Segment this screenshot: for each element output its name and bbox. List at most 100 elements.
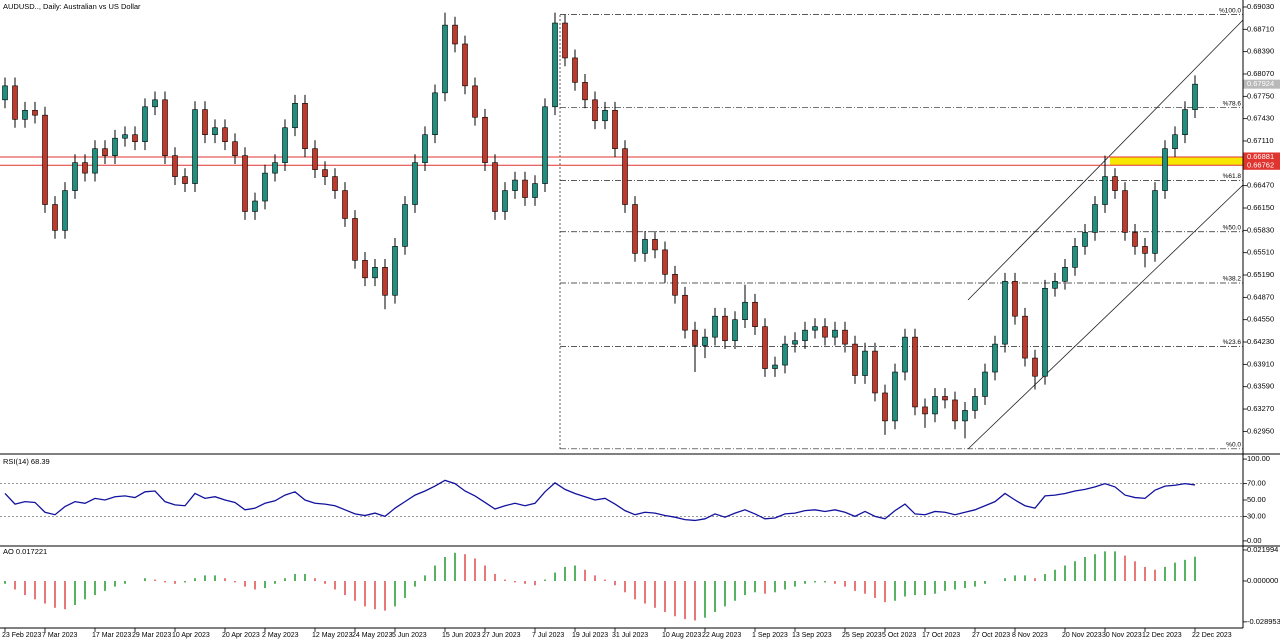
y-tick-label: 70.00 <box>1247 479 1266 488</box>
y-tick-label: 0.000000 <box>1247 576 1278 585</box>
x-tick-label: 24 May 2023 <box>352 632 393 639</box>
y-tick-label: 0.00 <box>1247 536 1262 545</box>
candle-body <box>662 249 668 275</box>
level-label: 0.66881 <box>1247 152 1274 161</box>
candle-body <box>2 85 8 101</box>
candle-body <box>902 336 908 373</box>
candle-body <box>232 141 238 156</box>
candle-body <box>412 162 418 205</box>
candle-body <box>1042 287 1048 377</box>
candle-body <box>882 392 888 422</box>
candle-body <box>562 22 568 59</box>
candle-body <box>642 239 648 254</box>
level-label-box <box>1243 160 1280 170</box>
x-tick-label: 22 Dec 2023 <box>1192 632 1232 639</box>
candle-body <box>672 274 678 296</box>
candle-body <box>872 350 878 394</box>
candle-body <box>1192 83 1198 110</box>
candle-body <box>682 294 688 331</box>
x-tick-label: 27 Jun 2023 <box>482 632 521 639</box>
candle-body <box>852 343 858 376</box>
y-tick-label: 30.00 <box>1247 511 1266 520</box>
x-tick-label: 1 Sep 2023 <box>752 632 788 639</box>
candle-body <box>1102 176 1108 205</box>
level-label-box <box>1243 152 1280 162</box>
candle-body <box>792 340 798 345</box>
fib-label: %38.2 <box>1223 276 1242 283</box>
candle-body <box>542 106 548 184</box>
candle-body <box>92 148 98 174</box>
y-tick-label: 0.67110 <box>1247 136 1274 145</box>
candle-body <box>432 92 438 136</box>
x-tick-label: 7 Mar 2023 <box>42 632 78 639</box>
x-tick-label: 5 Jun 2023 <box>392 632 427 639</box>
y-tick-label: 0.67750 <box>1247 91 1274 100</box>
candle-body <box>1182 109 1188 136</box>
candle-body <box>812 326 818 331</box>
candle-body <box>352 218 358 261</box>
candle-body <box>772 364 778 369</box>
candle-body <box>32 109 38 116</box>
candle-body <box>532 183 538 198</box>
candle-body <box>332 176 338 191</box>
candle-body <box>692 329 698 346</box>
x-tick-label: 12 Dec 2023 <box>1142 632 1182 639</box>
y-tick-label: 0.69030 <box>1247 2 1274 11</box>
candle-body <box>62 190 68 231</box>
candle-body <box>1162 148 1168 191</box>
y-tick-label: 0.65190 <box>1247 270 1274 279</box>
candle-body <box>462 43 468 87</box>
candle-body <box>1012 280 1018 317</box>
candle-body <box>122 134 128 139</box>
candle-body <box>402 204 408 247</box>
x-tick-label: 8 Nov 2023 <box>1012 632 1048 639</box>
y-tick-label: 0.66150 <box>1247 203 1274 212</box>
candle-body <box>472 85 478 118</box>
y-tick-label: 0.67430 <box>1247 114 1274 123</box>
candle-body <box>822 326 828 338</box>
x-tick-label: 25 Sep 2023 <box>842 632 882 639</box>
candle-body <box>1132 232 1138 247</box>
y-tick-label: 0.64230 <box>1247 337 1274 346</box>
candle-body <box>1092 204 1098 233</box>
x-tick-label: 5 Oct 2023 <box>882 632 916 639</box>
candle-body <box>272 162 278 174</box>
candle-body <box>582 82 588 101</box>
candle-body <box>1172 134 1178 149</box>
x-tick-label: 29 Mar 2023 <box>132 632 171 639</box>
candle-body <box>72 162 78 191</box>
candle-body <box>252 200 258 212</box>
candle-body <box>292 103 298 129</box>
candle-body <box>342 190 348 219</box>
candle-body <box>1062 267 1068 282</box>
rsi-line <box>4 479 1196 522</box>
candle-body <box>1112 176 1118 191</box>
candle-body <box>942 396 948 401</box>
candle-body <box>652 239 658 251</box>
x-tick-label: 31 Jul 2023 <box>612 632 648 639</box>
y-tick-label: 0.68710 <box>1247 24 1274 33</box>
x-tick-label: 20 Nov 2023 <box>1062 632 1102 639</box>
candle-body <box>842 329 848 345</box>
candle-body <box>1142 246 1148 254</box>
fib-label: %23.6 <box>1223 339 1242 346</box>
candle-body <box>972 396 978 411</box>
candle-body <box>362 260 368 279</box>
candle-body <box>982 371 988 397</box>
candle-body <box>1152 190 1158 254</box>
candle-body <box>782 343 788 366</box>
x-tick-label: 27 Oct 2023 <box>972 632 1010 639</box>
channel-lower <box>967 184 1244 450</box>
candle-body <box>1082 232 1088 247</box>
candle-body <box>302 103 308 149</box>
y-tick-label: -0.028953 <box>1247 617 1280 626</box>
y-tick-label: 0.021994 <box>1247 545 1278 554</box>
candle-body <box>572 57 578 83</box>
candle-body <box>102 148 108 156</box>
candle-body <box>952 399 958 422</box>
candle-body <box>192 109 198 184</box>
candle-body <box>282 127 288 163</box>
y-tick-label: 0.66470 <box>1247 181 1274 190</box>
x-tick-label: 19 Jul 2023 <box>572 632 608 639</box>
